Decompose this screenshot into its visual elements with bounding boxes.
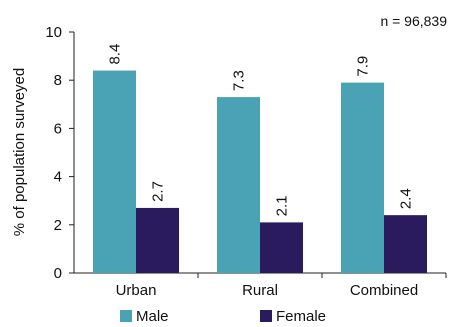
y-axis-label: % of population surveyed xyxy=(11,68,28,236)
y-tick-label: 10 xyxy=(45,24,62,41)
legend-label-female: Female xyxy=(276,308,326,325)
bar-female xyxy=(384,215,427,273)
legend: Male Female xyxy=(120,308,326,325)
data-label: 2.7 xyxy=(150,181,167,202)
y-tick-label: 6 xyxy=(54,120,62,137)
data-label: 2.4 xyxy=(398,188,415,209)
bar-male xyxy=(217,97,260,273)
bar-female xyxy=(260,222,303,273)
data-label: 2.1 xyxy=(274,196,291,217)
legend-swatch-female xyxy=(260,310,272,322)
data-label: 7.3 xyxy=(231,70,248,91)
sample-size-annotation: n = 96,839 xyxy=(380,13,447,29)
legend-swatch-male xyxy=(120,310,132,322)
data-label: 7.9 xyxy=(355,56,372,77)
y-tick-label: 4 xyxy=(54,169,62,186)
x-category-label: Urban xyxy=(116,282,157,299)
bar-female xyxy=(136,207,179,273)
data-label: 8.4 xyxy=(107,44,124,65)
y-tick-label: 8 xyxy=(54,72,62,89)
y-tick-label: 2 xyxy=(54,217,62,234)
y-tick-label: 0 xyxy=(54,265,62,282)
bar-male xyxy=(341,82,384,273)
bar-male xyxy=(93,70,136,273)
x-category-label: Rural xyxy=(242,282,278,299)
x-category-label: Combined xyxy=(350,282,418,299)
plot-area: 0 2 4 6 8 10 Urban 8.4 2.7 Rural 7.3 2.1 Combined 7.9… xyxy=(45,24,447,299)
legend-label-male: Male xyxy=(136,308,169,325)
